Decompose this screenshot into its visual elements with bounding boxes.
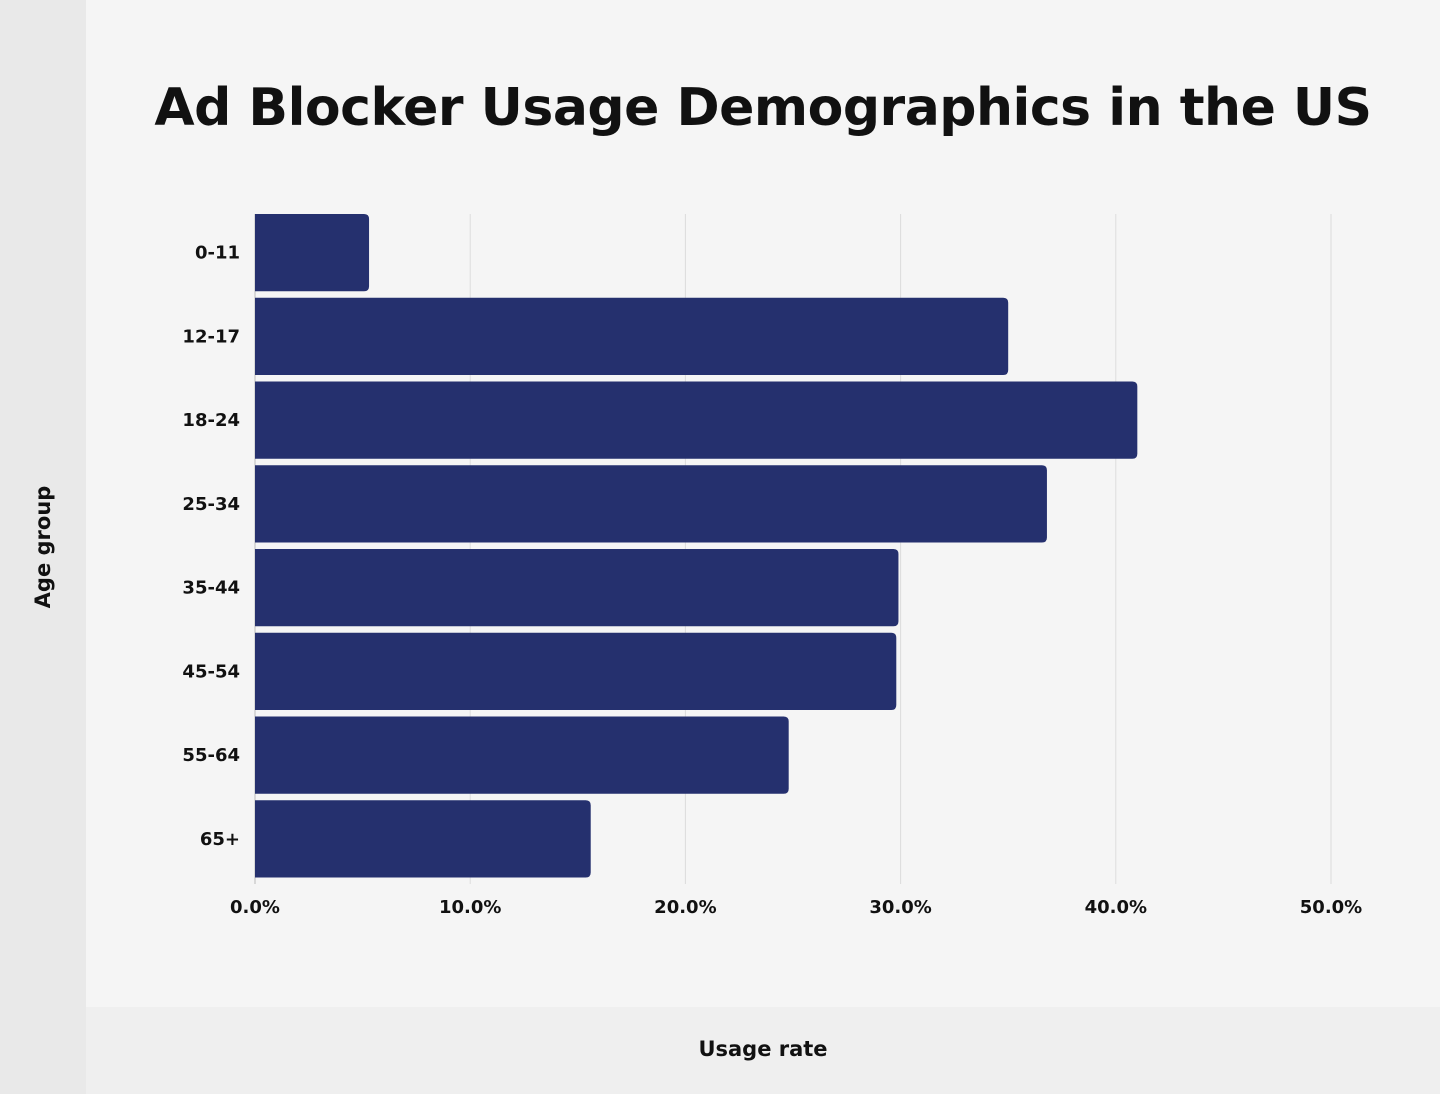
x-tick-label: 10.0% bbox=[439, 897, 501, 918]
left-band bbox=[0, 0, 86, 1094]
x-tick-label: 20.0% bbox=[654, 897, 716, 918]
bar bbox=[255, 465, 1047, 543]
bar bbox=[255, 549, 899, 627]
y-tick-label: 45-54 bbox=[182, 661, 240, 682]
x-tick-label: 30.0% bbox=[869, 897, 931, 918]
y-tick-label: 55-64 bbox=[182, 745, 240, 766]
y-tick-label: 18-24 bbox=[182, 410, 240, 431]
y-tick-label: 35-44 bbox=[182, 578, 240, 599]
y-tick-label: 0-11 bbox=[195, 243, 240, 264]
bar bbox=[255, 214, 370, 292]
y-tick-label: 25-34 bbox=[182, 494, 240, 515]
y-tick-label: 65+ bbox=[200, 829, 240, 850]
bar bbox=[255, 381, 1138, 459]
x-axis-title: Usage rate bbox=[698, 1037, 828, 1061]
x-axis-title-band bbox=[86, 1007, 1440, 1094]
bar bbox=[255, 297, 1009, 375]
bar bbox=[255, 800, 591, 878]
x-tick-label: 50.0% bbox=[1300, 897, 1362, 918]
bar bbox=[255, 632, 897, 710]
x-tick-label: 0.0% bbox=[230, 897, 280, 918]
bar bbox=[255, 716, 789, 794]
x-tick-label: 40.0% bbox=[1085, 897, 1147, 918]
chart-title: Ad Blocker Usage Demographics in the US bbox=[154, 78, 1372, 138]
y-tick-label: 12-17 bbox=[182, 326, 240, 347]
